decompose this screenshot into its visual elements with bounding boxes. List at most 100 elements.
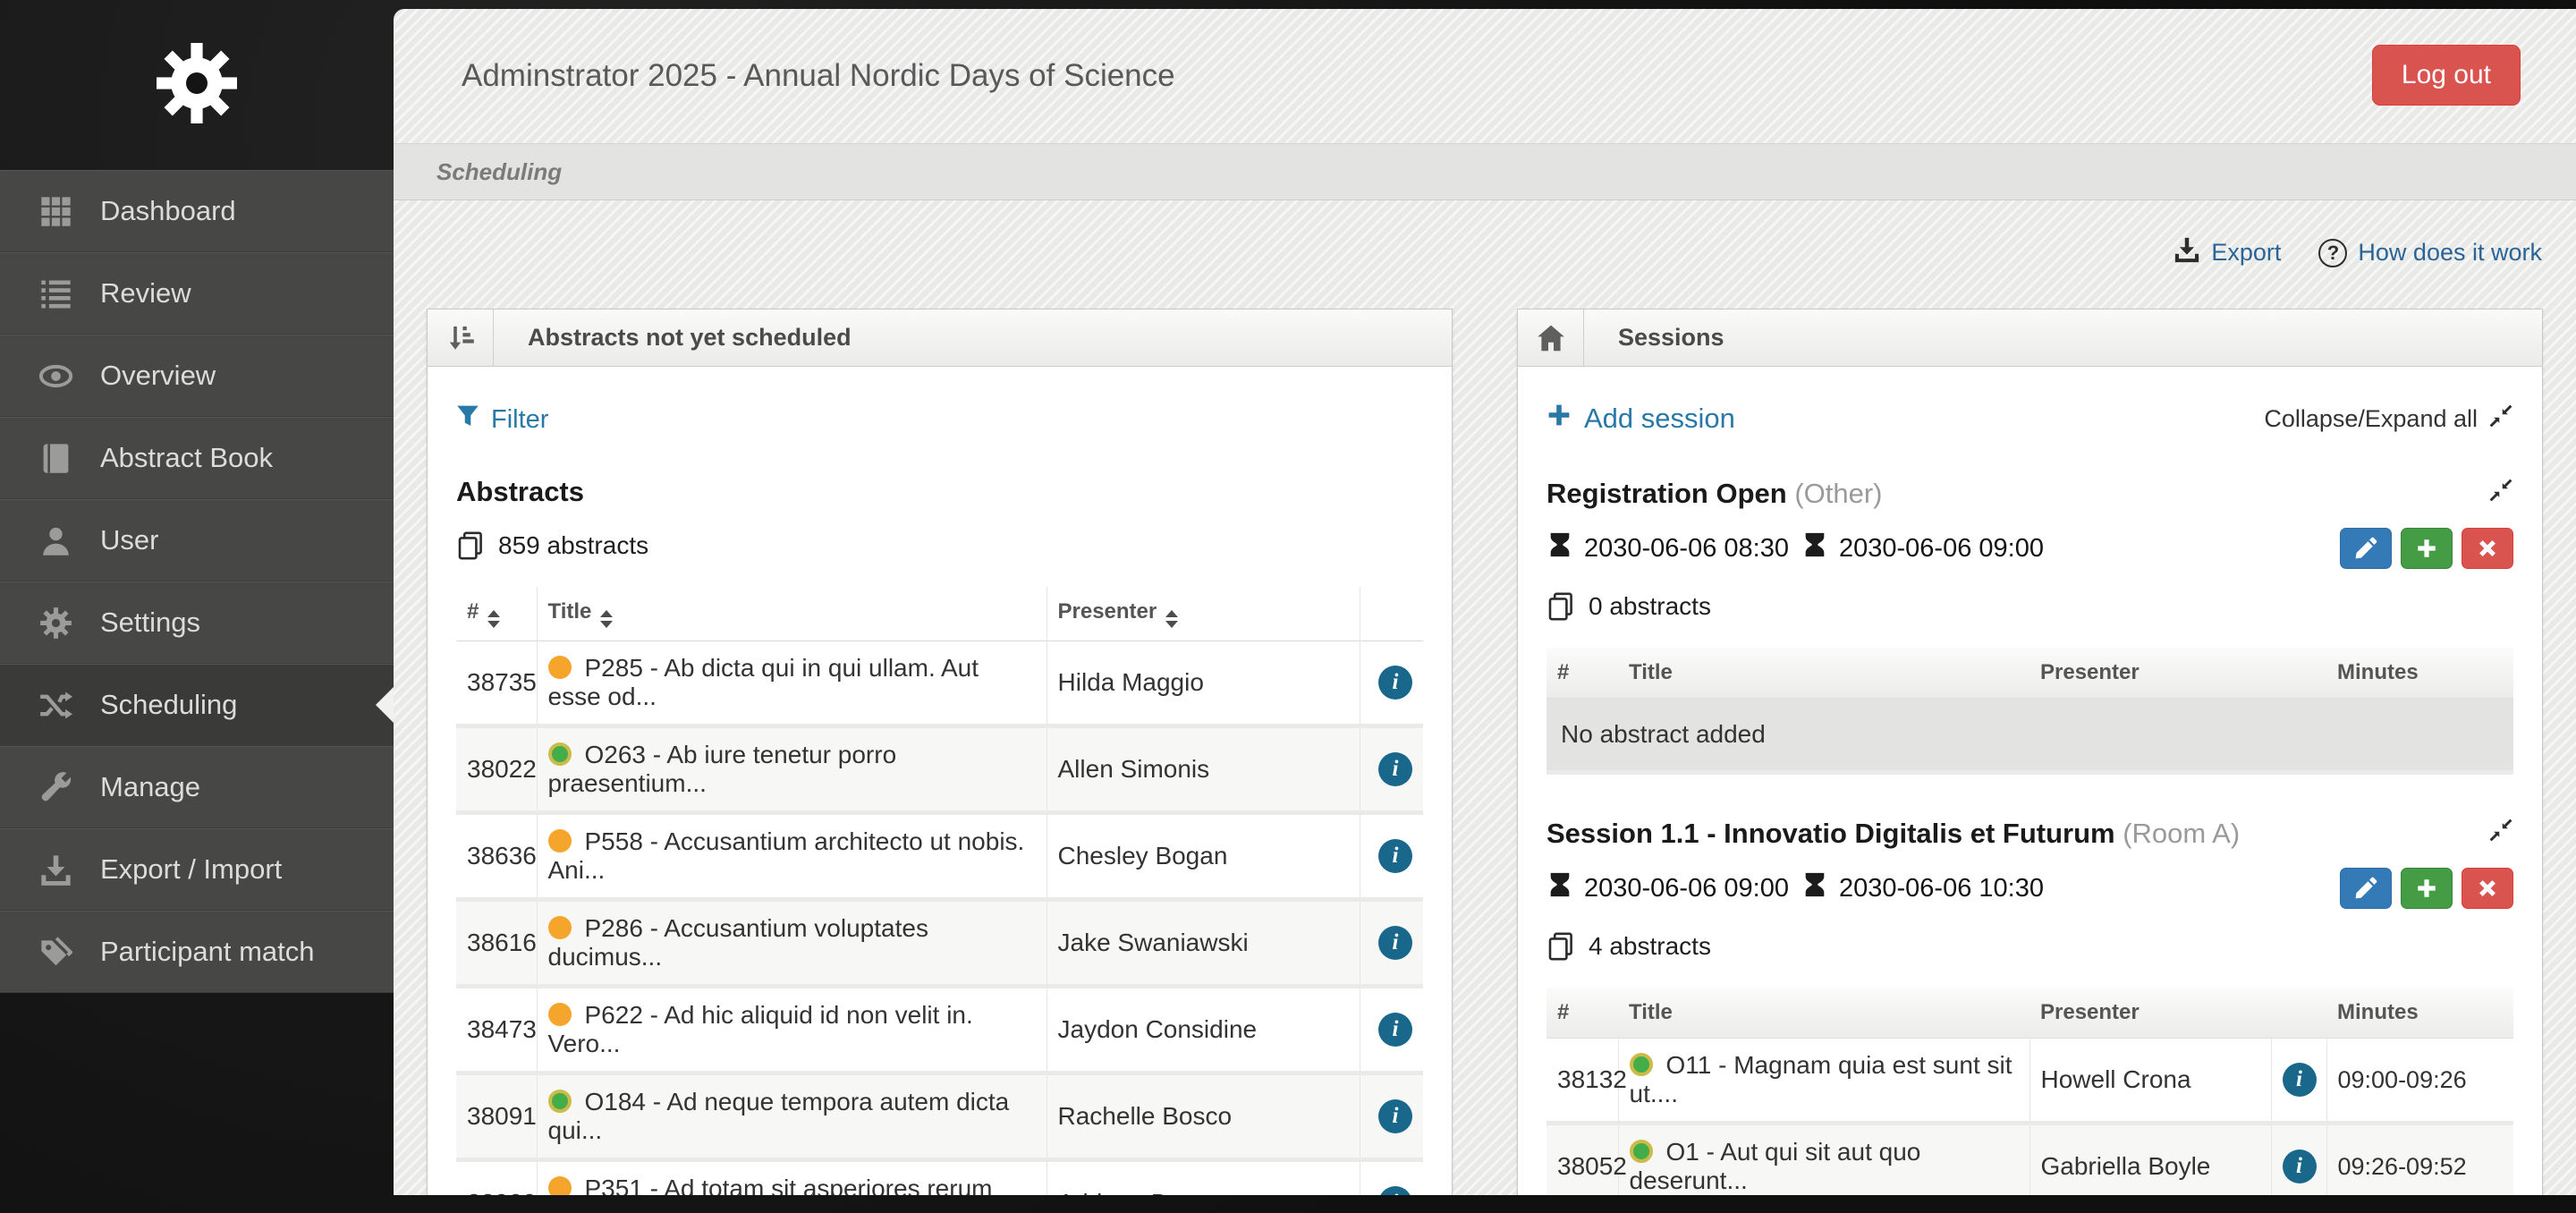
sidebar-item-settings[interactable]: Settings [0,581,394,664]
list-icon [36,277,75,310]
session-actions [2340,868,2513,909]
app-logo[interactable] [0,0,394,170]
help-link[interactable]: ? How does it work [2318,238,2542,267]
column-header-minutes: Minutes [2337,660,2419,684]
info-icon[interactable]: i [1378,926,1412,960]
table-row[interactable]: 38091 O184 - Ad neque tempora autem dict… [456,1073,1423,1160]
column-header-id: # [1557,1000,1570,1024]
edit-session-button[interactable] [2340,528,2392,569]
column-header-id: # [1557,660,1570,684]
session-abstracts-table: # Title Presenter Minutes 38132 O11 - Ma… [1546,988,2513,1195]
sidebar-item-manage[interactable]: Manage [0,746,394,828]
sidebar-item-abstract-book[interactable]: Abstract Book [0,417,394,499]
table-row[interactable]: 38052 O1 - Aut qui sit aut quo deserunt.… [1546,1123,2513,1195]
session-end: 2030-06-06 10:30 [1801,871,2044,905]
filter-link[interactable]: Filter [456,404,548,435]
table-row[interactable]: 38132 O11 - Magnam quia est sunt sit ut.… [1546,1038,2513,1124]
column-header-info [1360,587,1423,641]
abstract-presenter: Howell Crona [2029,1038,2272,1124]
add-session-button[interactable]: Add session [1546,403,1735,435]
delete-session-button[interactable] [2462,528,2513,569]
sidebar-item-label: Export / Import [100,853,283,885]
table-row[interactable]: 38900 P351 - Ad totam sit asperiores rer… [456,1159,1423,1195]
collapse-session-icon[interactable] [2488,818,2513,847]
info-icon[interactable]: i [1378,1186,1412,1195]
status-dot [547,916,572,939]
session-table-header: # Title Presenter Minutes [1546,648,2513,699]
abstract-title: O263 - Ab iure tenetur porro praesentium… [547,741,897,797]
abstract-minutes: 09:00-09:26 [2337,1065,2467,1093]
sidebar-item-scheduling[interactable]: Scheduling [0,664,394,746]
download-icon [2174,236,2200,269]
session-start: 2030-06-06 09:00 [1546,871,1789,905]
column-header-presenter: Presenter [2040,1000,2140,1024]
session-table-header: # Title Presenter Minutes [1546,988,2513,1039]
info-icon[interactable]: i [1378,1099,1412,1133]
empty-session-row: No abstract added [1546,698,2513,773]
status-dot [547,1176,572,1195]
abstract-title-cell: P285 - Ab dicta qui in qui ullam. Aut es… [537,640,1047,726]
sidebar-item-participant-match[interactable]: Participant match [0,911,394,993]
column-header-title: Title [1629,1000,1673,1024]
sidebar-item-label: User [100,524,159,556]
abstract-presenter: Jake Swaniawski [1046,899,1360,987]
collapse-all-label: Collapse/Expand all [2264,404,2478,432]
session-time-row: 2030-06-06 08:30 2030-06-06 09:00 [1546,528,2513,569]
session-abstracts-table: # Title Presenter Minutes No abstract ad… [1546,648,2513,775]
pages-icon [1546,932,1575,961]
logout-button[interactable]: Log out [2371,45,2521,106]
table-row[interactable]: 38022 O263 - Ab iure tenetur porro praes… [456,725,1423,813]
edit-session-button[interactable] [2340,868,2392,909]
wrench-icon [36,771,75,804]
abstract-title: P286 - Accusantium voluptates ducimus... [547,914,928,971]
abstract-id: 38473 [456,986,538,1073]
add-abstract-button[interactable] [2401,528,2453,569]
sessions-toolbar: Add session Collapse/Expand all [1546,403,2513,435]
sidebar-item-label: Scheduling [100,689,238,720]
abstract-id: 38735 [456,640,538,726]
chevron-up-icon [1165,610,1179,617]
home-icon[interactable] [1518,310,1584,366]
sessions-panel-body: Add session Collapse/Expand all Registra… [1518,367,2542,1195]
abstract-title: O1 - Aut qui sit aut quo deserunt... [1629,1138,1921,1194]
sidebar-item-dashboard[interactable]: Dashboard [0,170,394,252]
add-abstract-button[interactable] [2401,868,2453,909]
abstract-title-cell: O263 - Ab iure tenetur porro praesentium… [537,725,1047,813]
grid-icon [36,195,75,228]
info-icon[interactable]: i [1378,752,1412,786]
page-title: Adminstrator 2025 - Annual Nordic Days o… [462,58,1175,93]
export-link[interactable]: Export [2174,236,2281,269]
info-icon[interactable]: i [1378,839,1412,873]
collapse-expand-all-button[interactable]: Collapse/Expand all [2264,403,2513,435]
help-label: How does it work [2358,239,2542,266]
column-header-id[interactable]: # [456,587,538,641]
column-header-title[interactable]: Title [537,587,1047,641]
table-row[interactable]: 38473 P622 - Ad hic aliquid id non velit… [456,986,1423,1073]
table-row[interactable]: 38616 P286 - Accusantium voluptates duci… [456,899,1423,987]
sort-amount-icon[interactable] [428,310,494,366]
abstract-id: 38636 [456,812,538,900]
abstract-id: 38022 [456,725,538,813]
column-header-presenter[interactable]: Presenter [1046,587,1360,641]
shuffle-icon [36,689,75,722]
sidebar-item-user[interactable]: User [0,499,394,581]
abstract-presenter: Adriana Dare [1046,1159,1360,1195]
sidebar-item-overview[interactable]: Overview [0,335,394,417]
info-icon[interactable]: i [2282,1063,2317,1097]
table-row[interactable]: 38636 P558 - Accusantium architecto ut n… [456,812,1423,900]
chevron-down-icon [487,621,501,628]
sidebar-item-export-import[interactable]: Export / Import [0,828,394,911]
status-dot [547,829,572,852]
abstract-id: 38900 [456,1159,538,1195]
info-icon[interactable]: i [1378,666,1412,700]
table-row[interactable]: 38735 P285 - Ab dicta qui in qui ullam. … [456,640,1423,726]
compress-icon [2488,403,2513,435]
sort-arrows-icon [1165,610,1179,628]
abstract-presenter: Rachelle Bosco [1046,1073,1360,1160]
question-icon: ? [2318,238,2348,267]
info-icon[interactable]: i [1378,1013,1412,1047]
collapse-session-icon[interactable] [2488,478,2513,507]
info-icon[interactable]: i [2282,1149,2317,1183]
sidebar-item-review[interactable]: Review [0,252,394,335]
delete-session-button[interactable] [2462,868,2513,909]
